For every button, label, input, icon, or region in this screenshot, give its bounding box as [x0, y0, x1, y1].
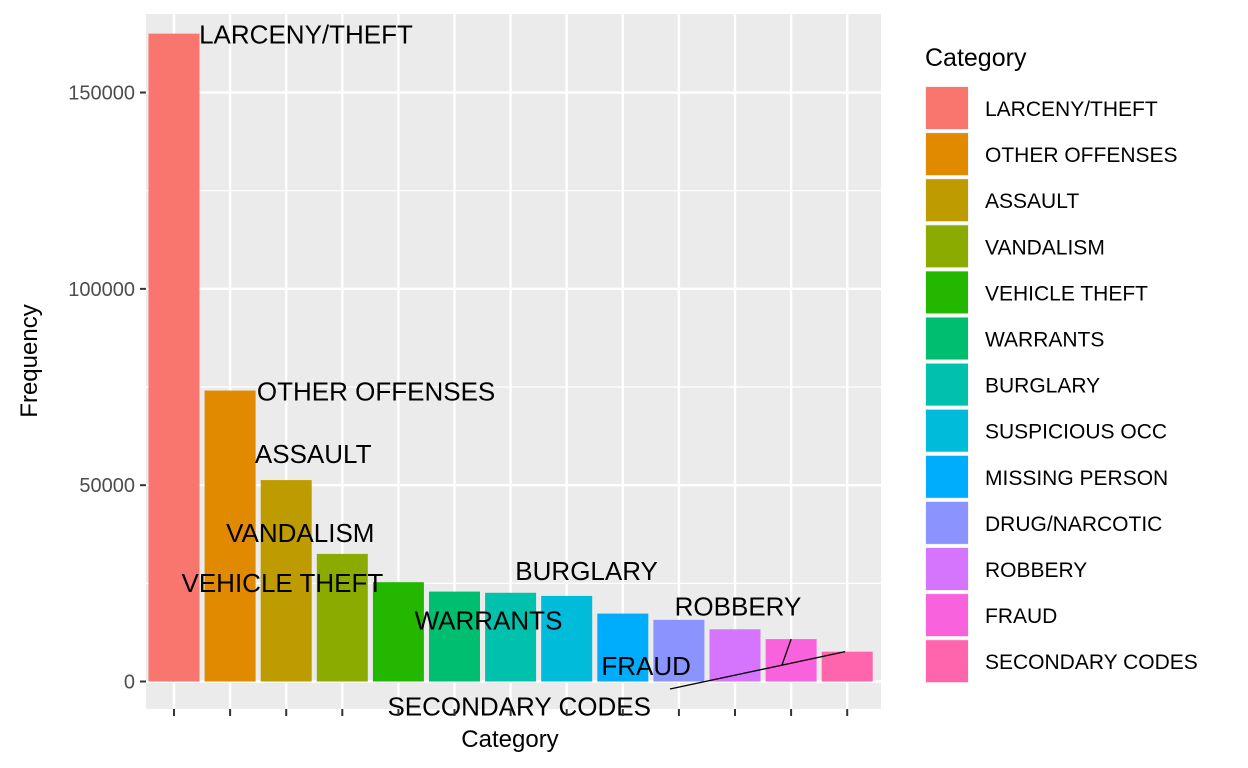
legend-swatch [926, 548, 968, 590]
legend-label: MISSING PERSON [985, 467, 1168, 490]
y-tick-label: 150000 [68, 83, 135, 105]
label-leader-line [669, 651, 846, 690]
bar [709, 629, 761, 682]
bar-label: ASSAULT [255, 439, 372, 469]
bar-label: VANDALISM [226, 518, 374, 548]
legend-swatch [926, 225, 968, 268]
legend-swatch [926, 271, 968, 314]
bar-label: FRAUD [601, 651, 691, 681]
bar-labels: LARCENY/THEFT OTHER OFFENSES ASSAULT VANDAL… [182, 20, 802, 722]
legend-swatch [926, 133, 968, 176]
bar-label: SECONDARY CODES [387, 692, 650, 722]
bar-label: LARCENY/THEFT [199, 20, 413, 50]
legend-label: VANDALISM [985, 236, 1105, 259]
legend-swatch [926, 317, 968, 360]
y-tick-label: 100000 [68, 279, 135, 301]
legend-swatch [926, 640, 968, 683]
label-leader-line [781, 638, 792, 666]
bar [765, 639, 817, 682]
legend-label: BURGLARY [985, 375, 1100, 398]
bar-label: VEHICLE THEFT [182, 568, 384, 598]
bar [260, 480, 312, 682]
bar [821, 651, 873, 682]
x-axis-title: Category [461, 726, 558, 753]
legend-title: Category [925, 44, 1027, 72]
bar-label: OTHER OFFENSES [257, 377, 495, 407]
bar [485, 592, 537, 682]
y-tick-label: 50000 [79, 475, 135, 497]
y-tick-label: 0 [124, 672, 135, 694]
legend-swatch [926, 501, 968, 544]
legend: Category LARCENY/THEFT OTHER OFFENSES ASSA… [925, 44, 1198, 684]
legend-swatch [926, 87, 968, 129]
bar [597, 613, 649, 682]
bar [372, 582, 424, 682]
bar-label: BURGLARY [515, 556, 658, 586]
label-leader-lines [669, 638, 846, 690]
legend-label: WARRANTS [985, 329, 1104, 352]
legend-swatch [926, 363, 968, 406]
legend-label: FRAUD [985, 605, 1057, 628]
legend-label: ASSAULT [985, 190, 1079, 213]
bar [148, 33, 200, 682]
legend-label: ROBBERY [985, 559, 1087, 582]
legend-label: SUSPICIOUS OCC [985, 421, 1167, 444]
legend-swatch [926, 179, 968, 222]
x-axis [173, 709, 849, 716]
bar [316, 553, 368, 682]
legend-label: OTHER OFFENSES [985, 144, 1178, 167]
legend-items: LARCENY/THEFT OTHER OFFENSES ASSAULT VANDAL… [925, 86, 1198, 684]
legend-swatch [926, 455, 968, 498]
legend-label: VEHICLE THEFT [985, 282, 1148, 305]
bars [148, 33, 873, 682]
legend-label: LARCENY/THEFT [985, 98, 1158, 121]
y-axis-title: Frequency [16, 304, 43, 417]
legend-label: SECONDARY CODES [985, 651, 1198, 674]
legend-swatch [926, 409, 968, 452]
y-axis: 0 50000 100000 150000 [68, 83, 146, 694]
legend-swatch [926, 594, 968, 637]
bar [429, 591, 480, 682]
bar [204, 390, 256, 682]
bar [541, 595, 593, 682]
bar [653, 619, 705, 682]
bar-label: WARRANTS [415, 606, 563, 636]
legend-label: DRUG/NARCOTIC [985, 513, 1162, 536]
bar-label: ROBBERY [675, 591, 802, 621]
